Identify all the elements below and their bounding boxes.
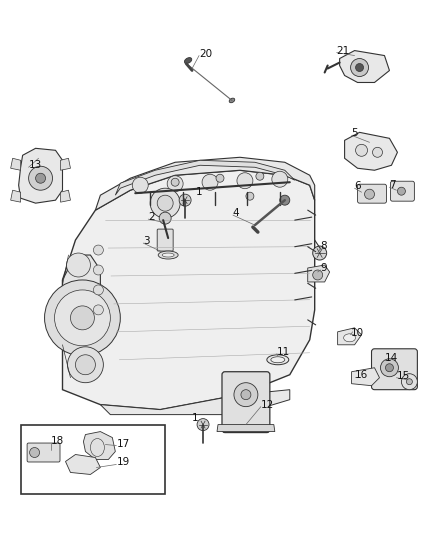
FancyBboxPatch shape: [157, 229, 173, 251]
Circle shape: [35, 173, 46, 183]
Circle shape: [256, 172, 264, 180]
FancyBboxPatch shape: [27, 443, 60, 462]
Circle shape: [397, 187, 406, 195]
FancyBboxPatch shape: [371, 349, 417, 390]
Polygon shape: [100, 390, 290, 415]
Circle shape: [385, 364, 393, 372]
Circle shape: [216, 174, 224, 182]
Polygon shape: [60, 190, 71, 202]
Polygon shape: [352, 368, 379, 386]
Circle shape: [30, 448, 39, 457]
Text: 2: 2: [148, 212, 155, 222]
FancyBboxPatch shape: [390, 181, 414, 201]
Text: 13: 13: [28, 160, 42, 170]
Circle shape: [246, 192, 254, 200]
Text: 16: 16: [355, 370, 368, 379]
Circle shape: [381, 359, 399, 377]
Polygon shape: [217, 425, 275, 432]
Text: 15: 15: [396, 371, 410, 381]
Circle shape: [372, 147, 382, 157]
Text: 18: 18: [50, 435, 64, 446]
Text: 12: 12: [261, 400, 274, 410]
Circle shape: [401, 374, 417, 390]
Polygon shape: [11, 158, 21, 170]
Circle shape: [28, 166, 53, 190]
Text: 5: 5: [352, 128, 358, 139]
Circle shape: [150, 188, 180, 218]
Text: 8: 8: [321, 241, 327, 251]
Ellipse shape: [162, 253, 174, 257]
Text: 20: 20: [199, 49, 212, 59]
Polygon shape: [19, 148, 63, 203]
Circle shape: [313, 246, 327, 260]
Text: 9: 9: [321, 263, 327, 273]
Text: 14: 14: [385, 353, 398, 363]
Circle shape: [202, 174, 218, 190]
FancyBboxPatch shape: [222, 372, 270, 433]
Circle shape: [54, 290, 110, 346]
Ellipse shape: [271, 357, 285, 363]
Circle shape: [280, 195, 290, 205]
Circle shape: [67, 253, 90, 277]
Circle shape: [234, 383, 258, 407]
Circle shape: [93, 245, 103, 255]
Polygon shape: [63, 170, 314, 410]
Polygon shape: [63, 255, 100, 350]
Circle shape: [356, 63, 364, 71]
Circle shape: [171, 178, 179, 186]
Circle shape: [356, 144, 367, 156]
Circle shape: [350, 59, 368, 77]
Polygon shape: [338, 328, 361, 345]
Ellipse shape: [158, 251, 178, 259]
Circle shape: [157, 195, 173, 211]
Circle shape: [167, 176, 183, 192]
Circle shape: [45, 280, 120, 356]
Text: 19: 19: [117, 457, 130, 467]
Bar: [21, 425, 165, 495]
Polygon shape: [339, 51, 389, 83]
Ellipse shape: [267, 355, 289, 365]
Polygon shape: [115, 160, 295, 195]
Text: 17: 17: [117, 439, 130, 449]
Polygon shape: [345, 132, 397, 170]
Circle shape: [364, 189, 374, 199]
Text: 10: 10: [350, 328, 364, 338]
Text: 21: 21: [337, 45, 350, 55]
Text: 4: 4: [232, 208, 239, 218]
Text: 3: 3: [143, 236, 150, 246]
Circle shape: [71, 306, 95, 330]
Text: 7: 7: [389, 180, 396, 190]
Circle shape: [93, 285, 103, 295]
Circle shape: [313, 270, 323, 280]
Circle shape: [406, 379, 413, 385]
Polygon shape: [308, 265, 330, 282]
Circle shape: [67, 347, 103, 383]
Circle shape: [159, 212, 171, 224]
Circle shape: [179, 194, 191, 206]
Ellipse shape: [184, 58, 192, 63]
Circle shape: [93, 265, 103, 275]
Circle shape: [93, 305, 103, 315]
Text: 11: 11: [277, 347, 290, 357]
Polygon shape: [11, 190, 21, 202]
Polygon shape: [66, 455, 100, 474]
Circle shape: [132, 177, 148, 193]
Circle shape: [75, 355, 95, 375]
Polygon shape: [83, 432, 115, 459]
Circle shape: [237, 173, 253, 189]
Circle shape: [161, 196, 169, 204]
Ellipse shape: [343, 334, 356, 342]
FancyBboxPatch shape: [357, 184, 386, 203]
Polygon shape: [60, 158, 71, 170]
Polygon shape: [95, 157, 314, 210]
Circle shape: [197, 418, 209, 431]
Circle shape: [241, 390, 251, 400]
Ellipse shape: [229, 98, 235, 103]
Circle shape: [272, 171, 288, 187]
Text: 1: 1: [196, 187, 203, 197]
Text: 1: 1: [192, 413, 199, 423]
Text: 6: 6: [355, 181, 361, 191]
